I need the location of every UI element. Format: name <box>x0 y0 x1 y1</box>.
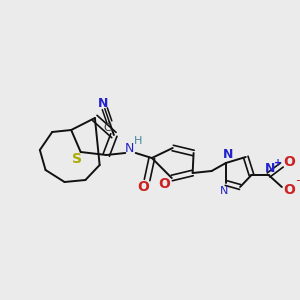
Text: O: O <box>284 183 296 197</box>
Text: ⁻: ⁻ <box>295 176 300 190</box>
Text: +: + <box>274 158 282 168</box>
Text: O: O <box>284 155 296 169</box>
Text: C: C <box>103 123 111 134</box>
Text: O: O <box>137 180 149 194</box>
Text: H: H <box>134 136 142 146</box>
Text: N: N <box>223 148 233 161</box>
Text: N: N <box>98 97 108 110</box>
Text: S: S <box>72 152 82 166</box>
Text: O: O <box>158 177 170 191</box>
Text: N: N <box>220 186 228 196</box>
Text: N: N <box>124 142 134 154</box>
Text: N: N <box>265 163 276 176</box>
